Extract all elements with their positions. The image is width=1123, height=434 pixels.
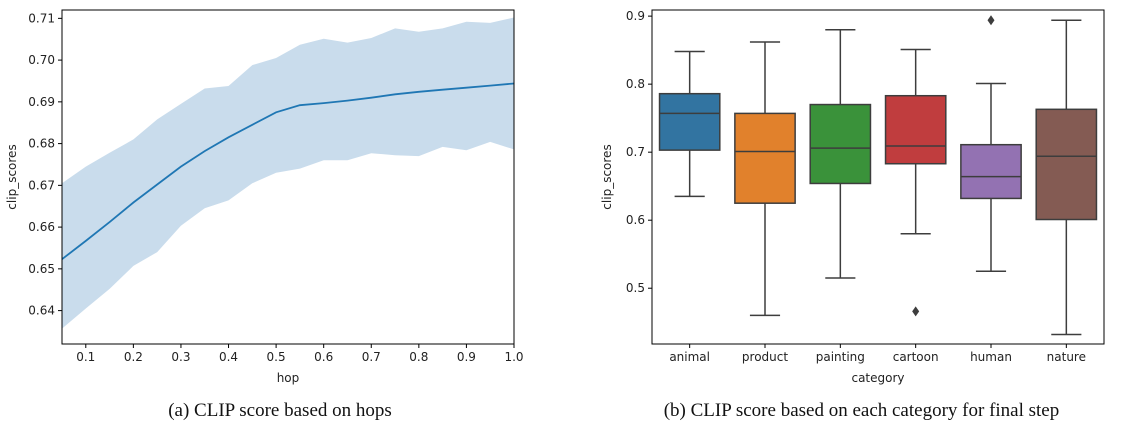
- box-human: [960, 15, 1022, 272]
- y-axis-label: clip_scores: [600, 144, 614, 209]
- y-tick-label: 0.66: [28, 220, 55, 234]
- y-axis-label: clip_scores: [5, 144, 19, 209]
- y-tick-label: 0.5: [626, 281, 645, 295]
- y-tick-label: 0.7: [626, 145, 645, 159]
- x-tick-label: product: [742, 350, 788, 364]
- x-tick-label: 0.2: [124, 350, 143, 364]
- x-tick-label: 0.5: [267, 350, 286, 364]
- y-tick-label: 0.68: [28, 137, 55, 151]
- caption-a: (a) CLIP score based on hops: [168, 400, 392, 421]
- y-tick-label: 0.70: [28, 53, 55, 67]
- iqr-box: [1035, 108, 1098, 221]
- iqr-box: [658, 92, 721, 151]
- x-tick-label: 0.9: [457, 350, 476, 364]
- x-tick-label: 0.4: [219, 350, 238, 364]
- y-tick-label: 0.71: [28, 11, 55, 25]
- x-tick-label: animal: [669, 350, 710, 364]
- x-tick-label: human: [970, 350, 1012, 364]
- category-box-chart: animal product painting cartoon human nature 0…: [600, 9, 1105, 385]
- x-tick-label: 0.3: [171, 350, 190, 364]
- plot-frame: [61, 9, 515, 345]
- x-tick-label: 0.8: [409, 350, 428, 364]
- y-tick-label: 0.64: [28, 304, 55, 318]
- iqr-box: [809, 103, 872, 185]
- x-tick-label: 0.7: [362, 350, 381, 364]
- box-animal: [658, 50, 721, 198]
- outlier-marker: [912, 306, 920, 317]
- outlier-marker: [987, 15, 995, 26]
- iqr-box: [960, 143, 1022, 200]
- x-tick-label: 1.0: [504, 350, 523, 364]
- x-tick-label: cartoon: [893, 350, 939, 364]
- x-axis-label: category: [851, 371, 904, 385]
- caption-b: (b) CLIP score based on each category fo…: [663, 400, 1060, 421]
- y-tick-label: 0.8: [626, 77, 645, 91]
- y-tick-label: 0.9: [626, 9, 645, 23]
- x-tick-label: painting: [816, 350, 865, 364]
- confidence-band: [62, 17, 514, 329]
- y-tick-label: 0.69: [28, 95, 55, 109]
- x-tick-label: nature: [1047, 350, 1086, 364]
- iqr-box: [884, 94, 947, 165]
- iqr-box: [734, 112, 796, 204]
- mean-line: [61, 82, 515, 260]
- y-tick-label: 0.65: [28, 262, 55, 276]
- y-tick-label: 0.67: [28, 178, 55, 192]
- box-painting: [809, 28, 872, 279]
- x-axis-label: hop: [277, 371, 300, 385]
- x-tick-label: 0.6: [314, 350, 333, 364]
- y-tick-label: 0.6: [626, 213, 645, 227]
- box-nature: [1035, 19, 1098, 336]
- hop-line-chart: 0.1 0.2 0.3 0.4 0.5 0.6 0.7 0.8 0.9 1.0 0.64 0.65 0.…: [5, 9, 524, 385]
- box-cartoon: [884, 48, 947, 317]
- box-product: [734, 41, 796, 317]
- x-tick-label: 0.1: [76, 350, 95, 364]
- plot-frame: [651, 9, 1105, 345]
